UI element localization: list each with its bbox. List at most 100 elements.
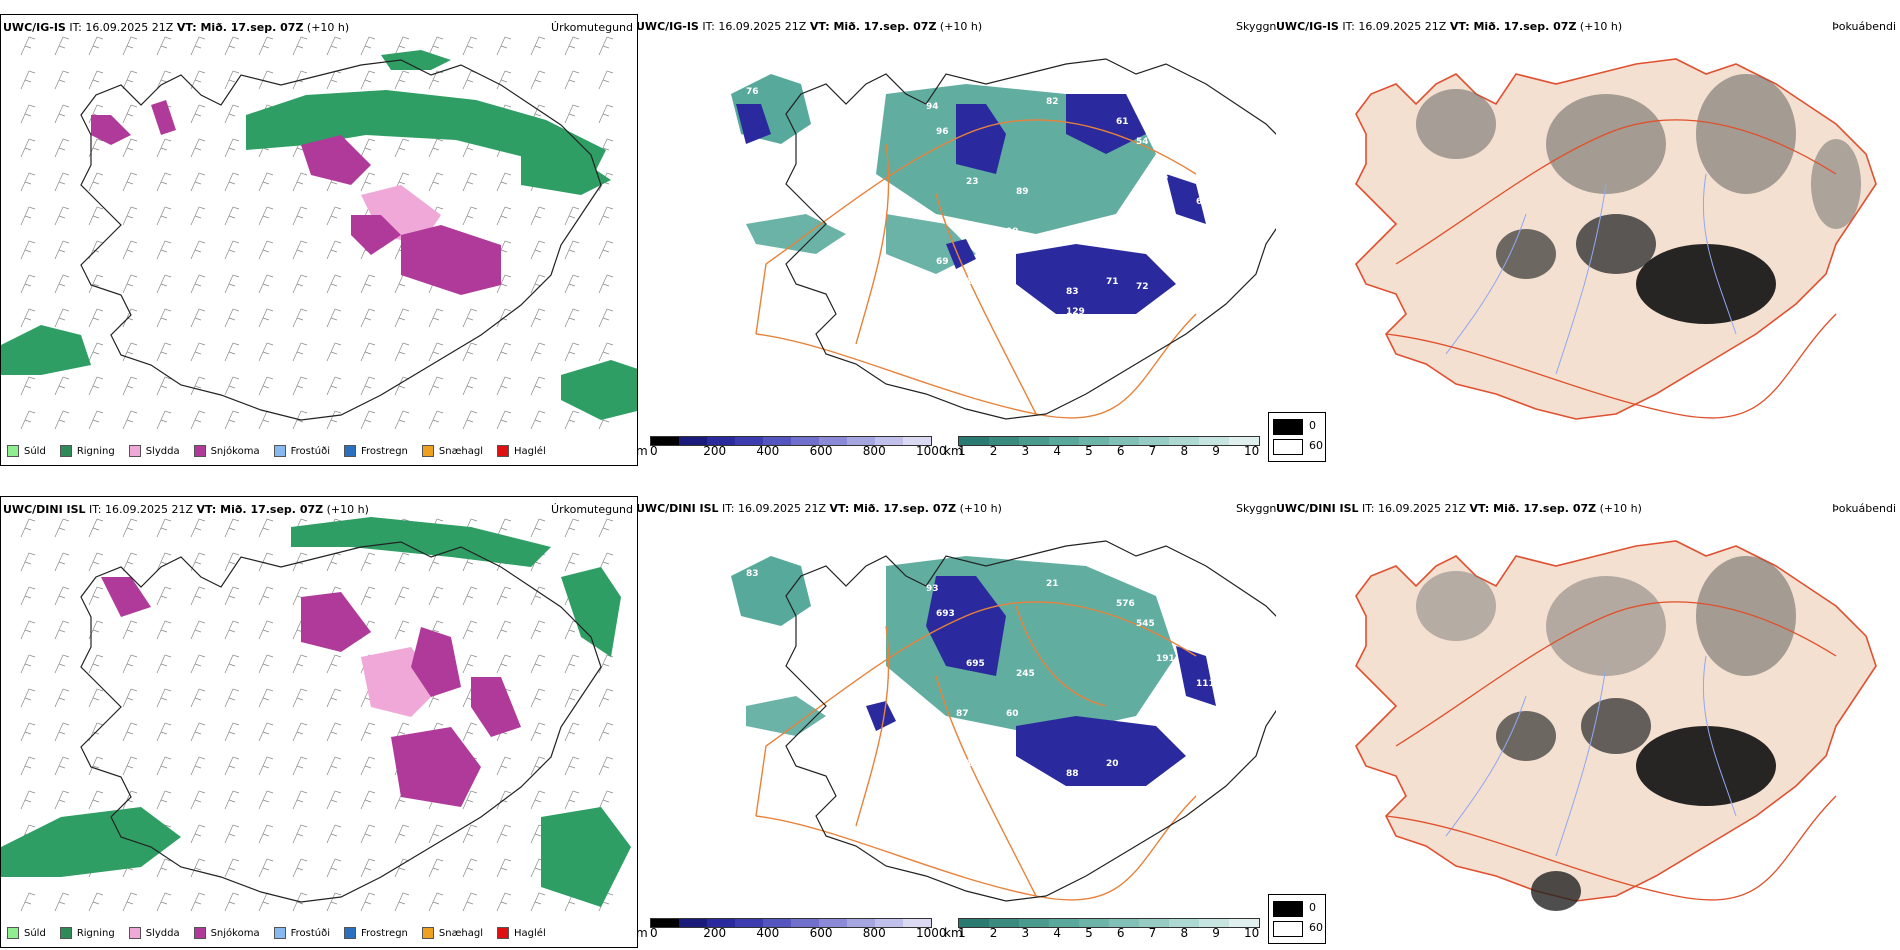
legend-label: Frostúði [290,927,330,939]
ceiling-value-label: 695 [966,659,985,669]
fog-legend-box-bottom: 0 60 [1268,894,1326,944]
fog-legend-label: 0 [1309,419,1316,432]
ceiling-value-label: 545 [1136,619,1155,629]
ceiling-value-label: 245 [1016,669,1035,679]
legend-item: Slydda [128,927,180,939]
fog-panel-bottom: UWC/DINI ISL IT: 16.09.2025 21Z VT: Mið.… [1276,496,1900,946]
panel-title: UWC/IG-IS IT: 16.09.2025 21Z VT: Mið. 17… [636,20,983,33]
ceiling-value-label: 93 [926,584,939,594]
cloud-map-top: 76 45 94 82 65 61 54 63 64 82 96 23 89 166 99 153 85 83 71… [731,58,1276,420]
colorbar-tick: 9 [1212,444,1220,458]
legend-item: Rigning [59,927,115,939]
fog-legend-box-top: 0 60 [1268,412,1326,462]
fog-legend-label: 60 [1309,921,1323,934]
precip-panel-bottom: UWC/DINI ISL IT: 16.09.2025 21Z VT: Mið.… [0,496,638,948]
colorbar-tick: 6 [1116,444,1125,458]
fog-shading [1416,74,1861,324]
legend-label: Slydda [145,927,180,939]
iceland-outline [785,58,1276,420]
fog-legend-label: 0 [1309,901,1316,914]
roads [1385,119,1837,419]
ceiling-value-label: 576 [1116,599,1135,609]
legend-label: Súld [24,927,46,939]
colorbar-tick: 4 [1053,926,1061,940]
colorbar-tick: 1000 [916,926,947,940]
legend-swatch [193,927,206,939]
legend-item: Haglél [497,927,546,939]
ceiling-value-label: 45 [776,67,789,77]
colorbar-tick: 4 [1053,444,1061,458]
fog-swatch [1273,921,1303,937]
ceiling-value-label: 72 [1136,282,1149,292]
colorbar-unit: km [944,926,963,940]
legend-label: Súld [24,445,46,457]
fog-swatch [1273,439,1303,455]
colorbar-tick: 10 [1244,444,1260,458]
legend-item: Snjókoma [193,445,260,457]
legend-swatch [344,927,356,939]
ceiling-value-label: 120 [1226,634,1245,644]
ceiling-value-label: 94 [926,102,939,112]
legend-item: Slydda [128,445,180,457]
colorbar-tick: 3 [1021,444,1030,458]
colorbar-tick: 1000 [916,444,947,458]
ceiling-value-label: 111 [1196,679,1215,689]
ceiling-value-label: 88 [1066,769,1079,779]
legend-label: Rigning [76,927,115,939]
legend-swatch [273,445,286,457]
colorbar-unit: km [944,444,963,458]
legend-label: Snjókoma [210,927,260,939]
precip-legend: Súld Rigning Slydda Snjókoma Frostúði Frostre… [7,927,560,939]
ceiling-value-label: 63 [1156,172,1169,182]
legend-item: Frostregn [344,445,408,457]
legend-item: Rigning [59,445,115,457]
legend-swatch [7,445,19,457]
legend-swatch [497,927,510,939]
colorbar-unit: m [636,926,648,940]
panel-title: UWC/DINI ISL IT: 16.09.2025 21Z VT: Mið.… [3,503,369,516]
ceiling-value-label: 21 [1046,579,1059,589]
colorbar-strip [958,918,1260,928]
colorbar-strip [958,436,1260,446]
legend-label: Frostregn [361,445,408,457]
legend-item: Snæhagl [421,445,483,457]
precip-panel-top: UWC/IG-IS IT: 16.09.2025 21Z VT: Mið. 17… [0,14,638,466]
ceiling-colorbar-bottom: m 0 200 400 600 800 1000 [636,918,947,940]
field-name: Úrkomutegund [551,21,633,34]
fog-swatch [1273,419,1303,435]
legend-swatch [128,445,141,457]
ceiling-value-label: 83 [1066,287,1079,297]
colorbar-tick: 8 [1180,444,1189,458]
ceiling-value-label: 191 [1156,654,1175,664]
ceiling-areas [736,94,1206,314]
colorbar-tick: 200 [703,444,727,458]
colorbar-tick: 5 [1085,926,1093,940]
legend-item: Súld [7,927,46,939]
legend-label: Frostregn [361,927,408,939]
legend-label: Frostúði [290,445,330,457]
rivers [1445,173,1737,375]
legend-label: Snjókoma [210,445,260,457]
ceiling-value-label: 153 [966,277,985,287]
colorbar-unit: m [636,444,648,458]
colorbar-tick: 10 [1244,926,1260,940]
colorbar-tick: 7 [1148,926,1157,940]
ceiling-value-label: 64 [1196,197,1209,207]
legend-label: Haglél [514,927,546,939]
colorbar-tick: 200 [703,926,727,940]
ceiling-value-label: 76 [746,87,759,97]
colorbar-tick: 0 [650,444,658,458]
panel-title: UWC/IG-IS IT: 16.09.2025 21Z VT: Mið. 17… [1276,20,1623,33]
ceiling-value-label: 54 [1136,137,1149,147]
legend-swatch [193,445,206,457]
ceiling-value-label: 99 [1006,227,1019,237]
legend-swatch [273,927,286,939]
legend-swatch [421,927,434,939]
precip-map-top [1,36,637,430]
ceiling-value-label: 89 [1016,187,1029,197]
ceiling-value-label: 81 [836,257,849,267]
legend-label: Slydda [145,445,180,457]
vis-colorbar-top: km 1 2 3 4 5 6 7 8 9 10 [944,436,1264,458]
cloud-panel-bottom: 83 68 93 21 89 576 545 191 111 120 693 695 245 87 60 10… [636,496,1276,946]
